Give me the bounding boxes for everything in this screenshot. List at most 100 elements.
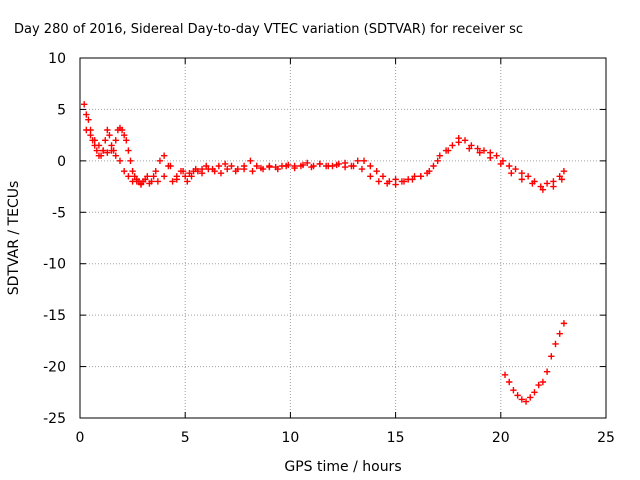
data-point (83, 111, 90, 118)
data-point (106, 131, 113, 139)
data-point (83, 126, 90, 134)
data-point (436, 152, 443, 159)
data-point (154, 178, 162, 185)
data-point (512, 165, 519, 173)
data-point (108, 147, 115, 154)
data-point (531, 389, 538, 396)
data-point (167, 162, 174, 170)
data-point (173, 176, 180, 183)
y-tick-label: 5 (57, 102, 66, 118)
data-point (445, 147, 452, 154)
data-point (514, 392, 521, 399)
data-point (215, 162, 223, 170)
data-point (354, 157, 361, 165)
x-tick-label: 0 (76, 430, 85, 446)
data-point (127, 157, 134, 165)
x-tick-label: 5 (181, 430, 190, 446)
data-point (449, 142, 456, 149)
data-point (506, 162, 513, 170)
data-point (350, 162, 357, 170)
data-point (522, 398, 530, 405)
data-point (527, 394, 534, 401)
data-point (360, 157, 368, 165)
data-point (543, 368, 551, 375)
data-point (123, 137, 130, 144)
data-point (120, 167, 128, 175)
y-axis-label: SDTVAR / TECUs (6, 181, 22, 296)
data-point (247, 157, 254, 165)
data-point (129, 167, 136, 175)
data-points (81, 101, 568, 405)
data-point (188, 173, 195, 180)
data-point (560, 167, 568, 175)
data-point (518, 170, 526, 177)
data-point (550, 183, 557, 190)
data-point (560, 320, 568, 327)
data-point (299, 161, 307, 169)
data-point (142, 176, 149, 183)
data-point (474, 145, 481, 152)
data-point (291, 164, 298, 172)
data-point (510, 387, 517, 394)
data-point (493, 152, 500, 159)
data-point (325, 162, 332, 170)
x-tick-label: 15 (387, 430, 405, 446)
data-point (217, 170, 225, 177)
data-point (480, 147, 488, 154)
data-point (221, 160, 229, 168)
data-point (341, 159, 349, 167)
ticks: 0 5 10 15 20 25 10 5 0 -5 -10 -15 -20 -25 (43, 51, 615, 446)
data-point (104, 149, 111, 156)
data-point (552, 340, 559, 348)
data-point (455, 139, 462, 146)
data-point (539, 186, 547, 193)
data-point (182, 173, 189, 180)
data-point (409, 176, 416, 183)
data-point (333, 161, 340, 169)
data-point (112, 152, 119, 159)
data-point (430, 162, 437, 170)
data-point (417, 173, 425, 180)
data-point (104, 126, 111, 134)
data-point (87, 131, 94, 139)
data-point (198, 170, 206, 177)
data-point (524, 173, 532, 180)
data-point (466, 145, 473, 152)
data-point (211, 167, 218, 175)
data-point (543, 180, 551, 187)
data-point (146, 180, 153, 187)
data-point (497, 160, 504, 168)
data-point (266, 163, 273, 171)
y-tick-label: -15 (43, 308, 66, 324)
data-point (476, 149, 483, 156)
data-point (367, 173, 374, 180)
x-tick-label: 20 (492, 430, 510, 446)
data-point (112, 137, 119, 144)
data-point (535, 381, 542, 389)
data-point (125, 173, 132, 180)
data-point (224, 165, 231, 173)
data-point (501, 371, 509, 378)
data-point (150, 173, 157, 180)
data-point (156, 157, 164, 165)
data-point (367, 162, 374, 170)
data-point (257, 164, 265, 172)
data-point (184, 178, 191, 185)
data-point (125, 147, 132, 154)
y-tick-label: 0 (57, 154, 66, 170)
data-point (81, 101, 88, 108)
data-point (558, 176, 566, 183)
data-point (95, 142, 103, 149)
x-axis-label: GPS time / hours (284, 459, 401, 475)
data-point (253, 162, 260, 170)
data-point (97, 152, 105, 159)
data-point (205, 165, 212, 173)
data-point (426, 167, 433, 175)
data-point (316, 160, 324, 168)
data-point (518, 176, 526, 183)
data-point (434, 157, 441, 165)
data-point (169, 178, 176, 185)
data-point (120, 131, 128, 139)
y-tick-label: -20 (43, 360, 66, 376)
data-point (249, 167, 256, 175)
